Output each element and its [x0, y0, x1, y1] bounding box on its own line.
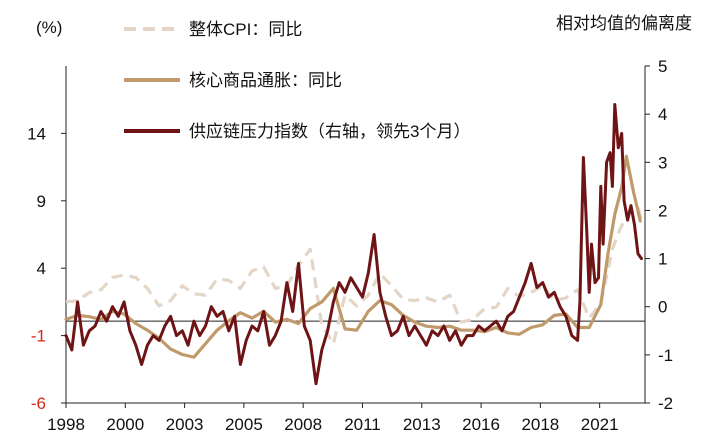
right-tick-label: 1: [658, 250, 667, 269]
x-tick-label: 2011: [344, 415, 381, 434]
right-tick-label: 0: [658, 298, 667, 317]
axes: [65, 66, 646, 404]
left-tick-label: 14: [27, 124, 46, 143]
right-axis-ticks: 5 4 3 2 1 0 -1 -2: [645, 57, 673, 413]
x-tick-label: 2016: [462, 415, 500, 434]
x-tick-label: 1998: [47, 415, 85, 434]
series-line-1: [65, 205, 645, 346]
right-tick-label: -2: [658, 394, 673, 413]
legend-label: 核心商品通胀：同比: [189, 71, 342, 90]
x-tick-label: 2003: [166, 415, 204, 434]
legend-label: 供应链压力指数（右轴，领先3个月）: [189, 122, 470, 141]
left-axis-unit: (%): [36, 18, 62, 37]
right-tick-label: 3: [658, 153, 667, 172]
x-tick-label: 2021: [581, 415, 619, 434]
legend-label: 整体CPI：同比: [189, 20, 302, 39]
x-tick-label: 2008: [284, 415, 322, 434]
x-tick-label: 2000: [106, 415, 144, 434]
left-tick-label: -6: [31, 394, 46, 413]
left-axis-ticks: 14 9 4 -1 -6: [27, 124, 66, 413]
x-tick-label: 2013: [403, 415, 441, 434]
series-line-2: [64, 154, 642, 359]
x-tick-label: 2005: [225, 415, 263, 434]
plot-area: [64, 103, 645, 386]
right-tick-label: 2: [658, 201, 667, 220]
left-tick-label: -1: [31, 327, 46, 346]
x-tick-label: 2018: [521, 415, 559, 434]
left-tick-label: 4: [37, 259, 46, 278]
right-tick-label: 5: [658, 57, 667, 76]
left-tick-label: 9: [37, 192, 46, 211]
right-tick-label: -1: [658, 346, 673, 365]
right-tick-label: 4: [658, 105, 667, 124]
x-axis-ticks: 1998 2000 2003 2005 2008 2011 2013 2016 2018 2021: [47, 403, 619, 434]
right-axis-label: 相对均值的偏离度: [556, 14, 692, 33]
series-line-3: [64, 103, 643, 386]
